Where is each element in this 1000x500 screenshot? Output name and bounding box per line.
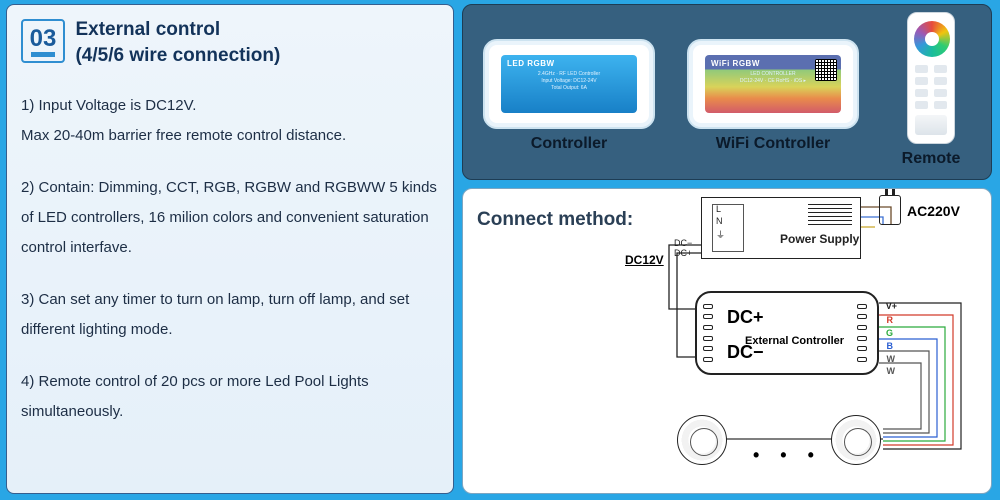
psu-label: Power Supply xyxy=(780,232,859,246)
terminal-n: N xyxy=(716,216,723,226)
left-info-panel: 03 External control (4/5/6 wire connecti… xyxy=(6,4,454,494)
power-supply-box: Power Supply L N ⏚ DC− DC+ xyxy=(701,197,861,259)
terminal-l: L xyxy=(716,204,721,214)
device-screen-title: LED RGBW xyxy=(507,59,555,68)
product-label: WiFi Controller xyxy=(687,135,859,153)
diagram-title: Connect method: xyxy=(477,209,633,231)
device-screen-title: WiFi RGBW xyxy=(711,59,760,68)
chan-g: G xyxy=(886,328,893,338)
remote-device-icon xyxy=(907,12,955,144)
product-remote: Remote xyxy=(891,24,971,168)
terminal-ground: ⏚ xyxy=(716,228,725,241)
wifi-controller-device-icon: WiFi RGBW LED CONTROLLERDC12-24V · CE Ro… xyxy=(687,39,859,129)
device-screen-sub: 2.4GHz · RF LED ControllerInput Voltage:… xyxy=(507,71,631,92)
terminal-dcminus: DC− xyxy=(674,238,692,248)
feature-item: 2) Contain: Dimming, CCT, RGB, RGBW and … xyxy=(21,173,441,263)
diagram-panel: Connect method: Power Supply L N ⏚ DC− D… xyxy=(462,188,992,494)
product-controller: LED RGBW 2.4GHz · RF LED ControllerInput… xyxy=(483,39,655,153)
qr-code-icon xyxy=(815,59,837,81)
ac-label: AC220V xyxy=(907,203,960,219)
products-panel: LED RGBW 2.4GHz · RF LED ControllerInput… xyxy=(462,4,992,180)
feature-item: 4) Remote control of 20 pcs or more Led … xyxy=(21,367,441,427)
chan-b: B xyxy=(887,341,894,351)
chan-v: V+ xyxy=(886,301,897,311)
title-block: External control (4/5/6 wire connection) xyxy=(75,17,280,69)
product-label: Controller xyxy=(483,135,655,153)
product-label: Remote xyxy=(891,150,971,168)
feature-item: 1) Input Voltage is DC12V. Max 20-40m ba… xyxy=(21,91,441,151)
terminal-dcplus: DC+ xyxy=(674,248,692,258)
ellipsis-dots: • • • xyxy=(753,445,822,466)
pool-light-icon xyxy=(831,415,881,465)
controller-device-icon: LED RGBW 2.4GHz · RF LED ControllerInput… xyxy=(483,39,655,129)
chan-w1: W xyxy=(887,354,896,364)
ctrl-label: External Controller xyxy=(745,335,844,347)
ctrl-dcplus: DC+ xyxy=(727,307,764,328)
remote-slider-icon xyxy=(915,115,947,135)
chan-w2: W xyxy=(887,366,896,376)
feature-item: 3) Can set any timer to turn on lamp, tu… xyxy=(21,285,441,345)
dc12-label: DC12V xyxy=(625,253,664,267)
step-badge: 03 xyxy=(21,19,65,63)
section-title: External control xyxy=(75,17,280,43)
ac-plug-icon xyxy=(879,195,901,225)
product-wifi-controller: WiFi RGBW LED CONTROLLERDC12-24V · CE Ro… xyxy=(687,39,859,153)
external-controller-box: DC+ DC− External Controller V+ R G B W W xyxy=(695,291,879,375)
feature-list: 1) Input Voltage is DC12V. Max 20-40m ba… xyxy=(13,91,447,427)
section-subtitle: (4/5/6 wire connection) xyxy=(75,43,280,69)
chan-r: R xyxy=(887,315,894,325)
pool-light-icon xyxy=(677,415,727,465)
color-wheel-icon xyxy=(914,21,950,57)
